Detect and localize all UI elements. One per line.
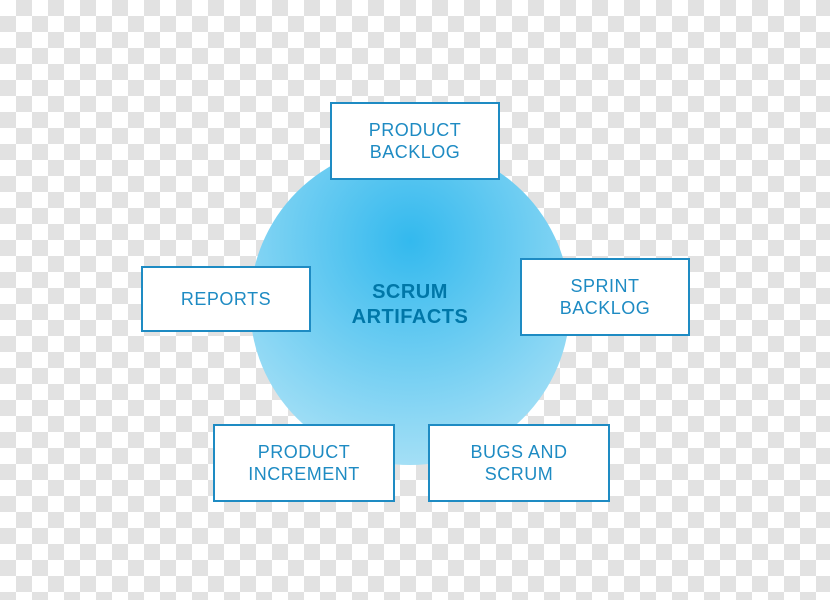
- box-label: PRODUCTINCREMENT: [248, 441, 360, 486]
- diagram-stage: SCRUMARTIFACTS PRODUCTBACKLOG REPORTS SPRI…: [0, 0, 830, 600]
- box-product-backlog: PRODUCTBACKLOG: [330, 102, 500, 180]
- box-sprint-backlog: SPRINTBACKLOG: [520, 258, 690, 336]
- box-bugs-and-scrum: BUGS ANDSCRUM: [428, 424, 610, 502]
- box-label: PRODUCTBACKLOG: [369, 119, 462, 164]
- box-label: BUGS ANDSCRUM: [470, 441, 567, 486]
- box-label: REPORTS: [181, 288, 271, 311]
- box-reports: REPORTS: [141, 266, 311, 332]
- center-circle-label: SCRUMARTIFACTS: [352, 280, 469, 330]
- box-label: SPRINTBACKLOG: [560, 275, 651, 320]
- box-product-increment: PRODUCTINCREMENT: [213, 424, 395, 502]
